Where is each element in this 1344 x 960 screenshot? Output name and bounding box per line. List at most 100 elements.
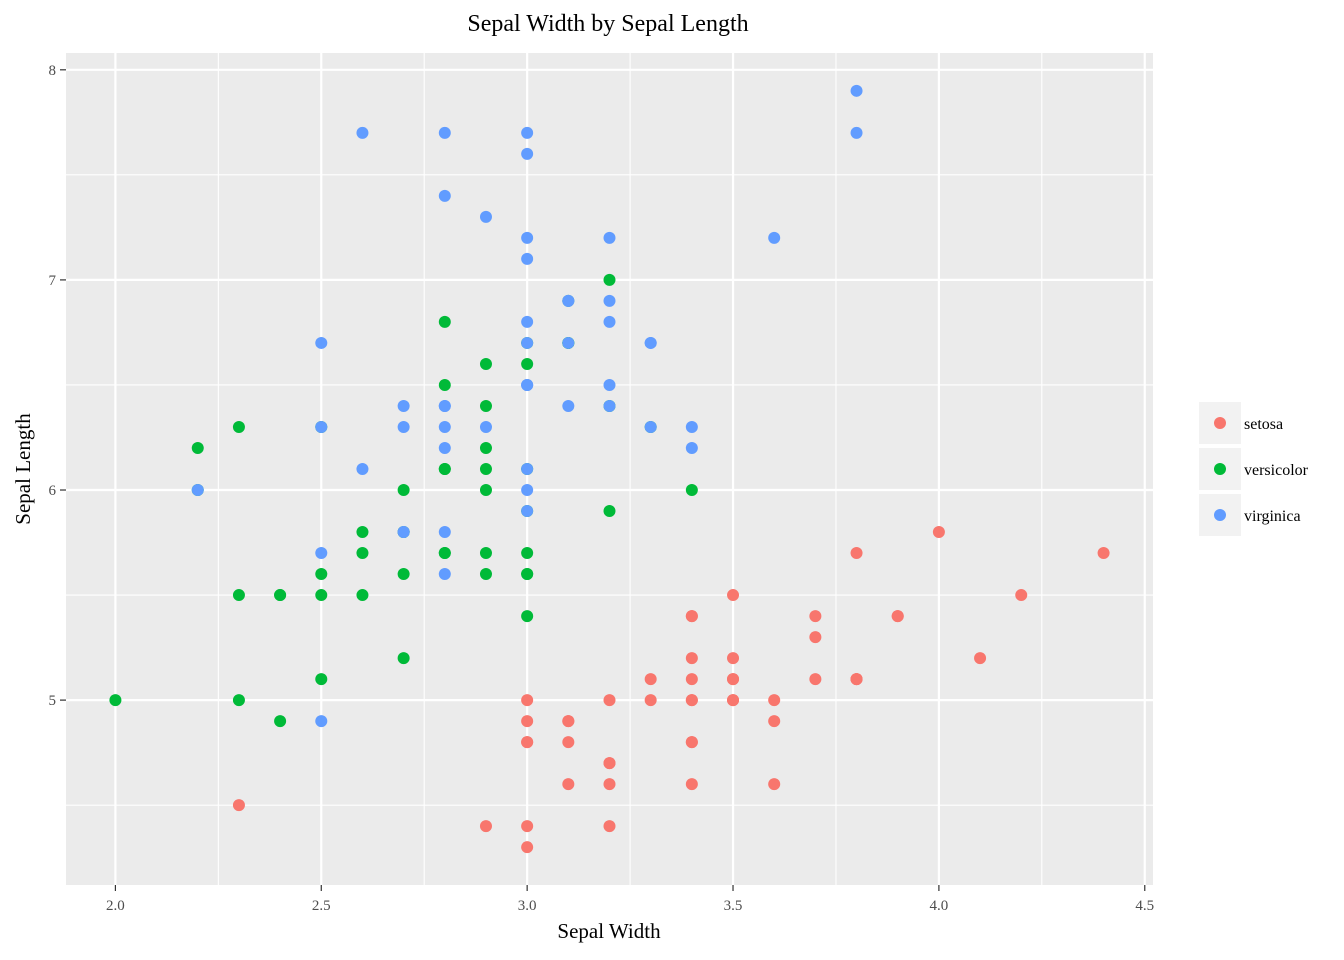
data-point-versicolor bbox=[479, 357, 492, 370]
data-point-virginica bbox=[397, 399, 410, 412]
x-tick-label: 3.5 bbox=[724, 898, 743, 914]
data-point-virginica bbox=[644, 420, 657, 433]
data-point-setosa bbox=[727, 652, 740, 665]
data-point-versicolor bbox=[479, 484, 492, 497]
data-point-versicolor bbox=[479, 568, 492, 581]
grid-major bbox=[66, 53, 1153, 885]
data-point-virginica bbox=[521, 126, 534, 139]
data-point-setosa bbox=[685, 778, 698, 791]
grid-minor bbox=[66, 53, 1153, 885]
data-point-virginica bbox=[521, 336, 534, 349]
data-point-virginica bbox=[397, 420, 410, 433]
data-point-virginica bbox=[685, 420, 698, 433]
data-point-virginica bbox=[315, 547, 328, 560]
data-point-setosa bbox=[562, 736, 575, 749]
data-point-virginica bbox=[562, 399, 575, 412]
data-point-virginica bbox=[479, 210, 492, 223]
data-point-versicolor bbox=[479, 463, 492, 475]
data-point-versicolor bbox=[274, 715, 287, 728]
data-point-virginica bbox=[438, 420, 451, 433]
y-tick-label: 5 bbox=[49, 693, 57, 709]
data-point-setosa bbox=[521, 820, 534, 833]
data-point-versicolor bbox=[232, 589, 245, 602]
data-point-virginica bbox=[603, 399, 616, 412]
data-point-setosa bbox=[685, 694, 698, 707]
data-point-virginica bbox=[438, 568, 451, 581]
data-point-versicolor bbox=[356, 526, 369, 539]
data-point-virginica bbox=[397, 526, 410, 539]
data-point-versicolor bbox=[356, 589, 369, 602]
data-point-virginica bbox=[521, 378, 534, 391]
y-axis-title: Sepal Length bbox=[11, 413, 35, 525]
x-tick-label: 4.0 bbox=[930, 898, 949, 914]
data-point-virginica bbox=[521, 484, 534, 497]
data-point-versicolor bbox=[479, 547, 492, 560]
x-tick-label: 2.5 bbox=[312, 898, 331, 914]
data-point-versicolor bbox=[232, 420, 245, 433]
data-point-setosa bbox=[603, 757, 616, 770]
data-point-virginica bbox=[191, 484, 204, 497]
data-point-setosa bbox=[809, 673, 822, 686]
data-point-setosa bbox=[727, 673, 740, 686]
data-point-versicolor bbox=[356, 547, 369, 560]
data-point-versicolor bbox=[521, 610, 534, 623]
legend-swatch-virginica bbox=[1214, 509, 1226, 521]
legend-swatch-versicolor bbox=[1214, 463, 1226, 475]
data-point-setosa bbox=[521, 694, 534, 707]
data-point-virginica bbox=[315, 336, 328, 349]
data-point-virginica bbox=[315, 715, 328, 728]
data-point-virginica bbox=[850, 84, 863, 97]
data-point-virginica bbox=[315, 420, 328, 433]
data-point-virginica bbox=[644, 336, 657, 349]
data-point-virginica bbox=[603, 378, 616, 391]
data-point-versicolor bbox=[397, 568, 410, 581]
data-point-virginica bbox=[603, 294, 616, 307]
data-point-versicolor bbox=[603, 505, 616, 518]
x-tick-label: 2.0 bbox=[106, 898, 125, 914]
data-point-versicolor bbox=[315, 568, 328, 581]
data-point-virginica bbox=[768, 231, 781, 244]
data-point-setosa bbox=[562, 778, 575, 791]
legend: setosa versicolor virginica bbox=[1199, 402, 1309, 536]
data-point-virginica bbox=[562, 294, 575, 307]
data-point-setosa bbox=[727, 589, 740, 602]
y-tick-label: 6 bbox=[49, 483, 57, 499]
data-point-versicolor bbox=[438, 315, 451, 328]
data-point-setosa bbox=[521, 736, 534, 749]
data-point-virginica bbox=[521, 463, 534, 475]
data-point-virginica bbox=[521, 315, 534, 328]
plot-panel bbox=[66, 53, 1153, 885]
data-point-versicolor bbox=[315, 589, 328, 602]
data-point-virginica bbox=[603, 315, 616, 328]
data-point-virginica bbox=[521, 231, 534, 244]
data-point-virginica bbox=[438, 441, 451, 454]
data-point-setosa bbox=[1097, 547, 1110, 560]
data-point-versicolor bbox=[479, 441, 492, 454]
data-point-setosa bbox=[685, 652, 698, 665]
legend-label-virginica: virginica bbox=[1244, 508, 1301, 525]
data-point-virginica bbox=[438, 189, 451, 202]
y-axis: 5 6 7 8 bbox=[49, 63, 66, 709]
data-point-setosa bbox=[521, 715, 534, 728]
data-point-setosa bbox=[850, 547, 863, 560]
x-axis-title: Sepal Width bbox=[557, 919, 661, 943]
data-point-virginica bbox=[438, 399, 451, 412]
data-point-setosa bbox=[562, 715, 575, 728]
x-axis: 2.0 2.5 3.0 3.5 4.0 4.5 bbox=[106, 885, 1154, 914]
data-point-setosa bbox=[768, 715, 781, 728]
data-point-virginica bbox=[521, 147, 534, 160]
chart-title: Sepal Width by Sepal Length bbox=[467, 11, 748, 37]
data-point-setosa bbox=[685, 610, 698, 623]
data-point-versicolor bbox=[438, 463, 451, 475]
data-point-setosa bbox=[644, 694, 657, 707]
data-point-virginica bbox=[850, 126, 863, 139]
data-point-virginica bbox=[603, 231, 616, 244]
data-point-virginica bbox=[479, 420, 492, 433]
data-point-versicolor bbox=[397, 652, 410, 665]
data-point-setosa bbox=[232, 799, 245, 812]
data-point-versicolor bbox=[685, 484, 698, 497]
data-point-setosa bbox=[685, 736, 698, 749]
data-point-setosa bbox=[891, 610, 904, 623]
data-point-virginica bbox=[438, 526, 451, 539]
